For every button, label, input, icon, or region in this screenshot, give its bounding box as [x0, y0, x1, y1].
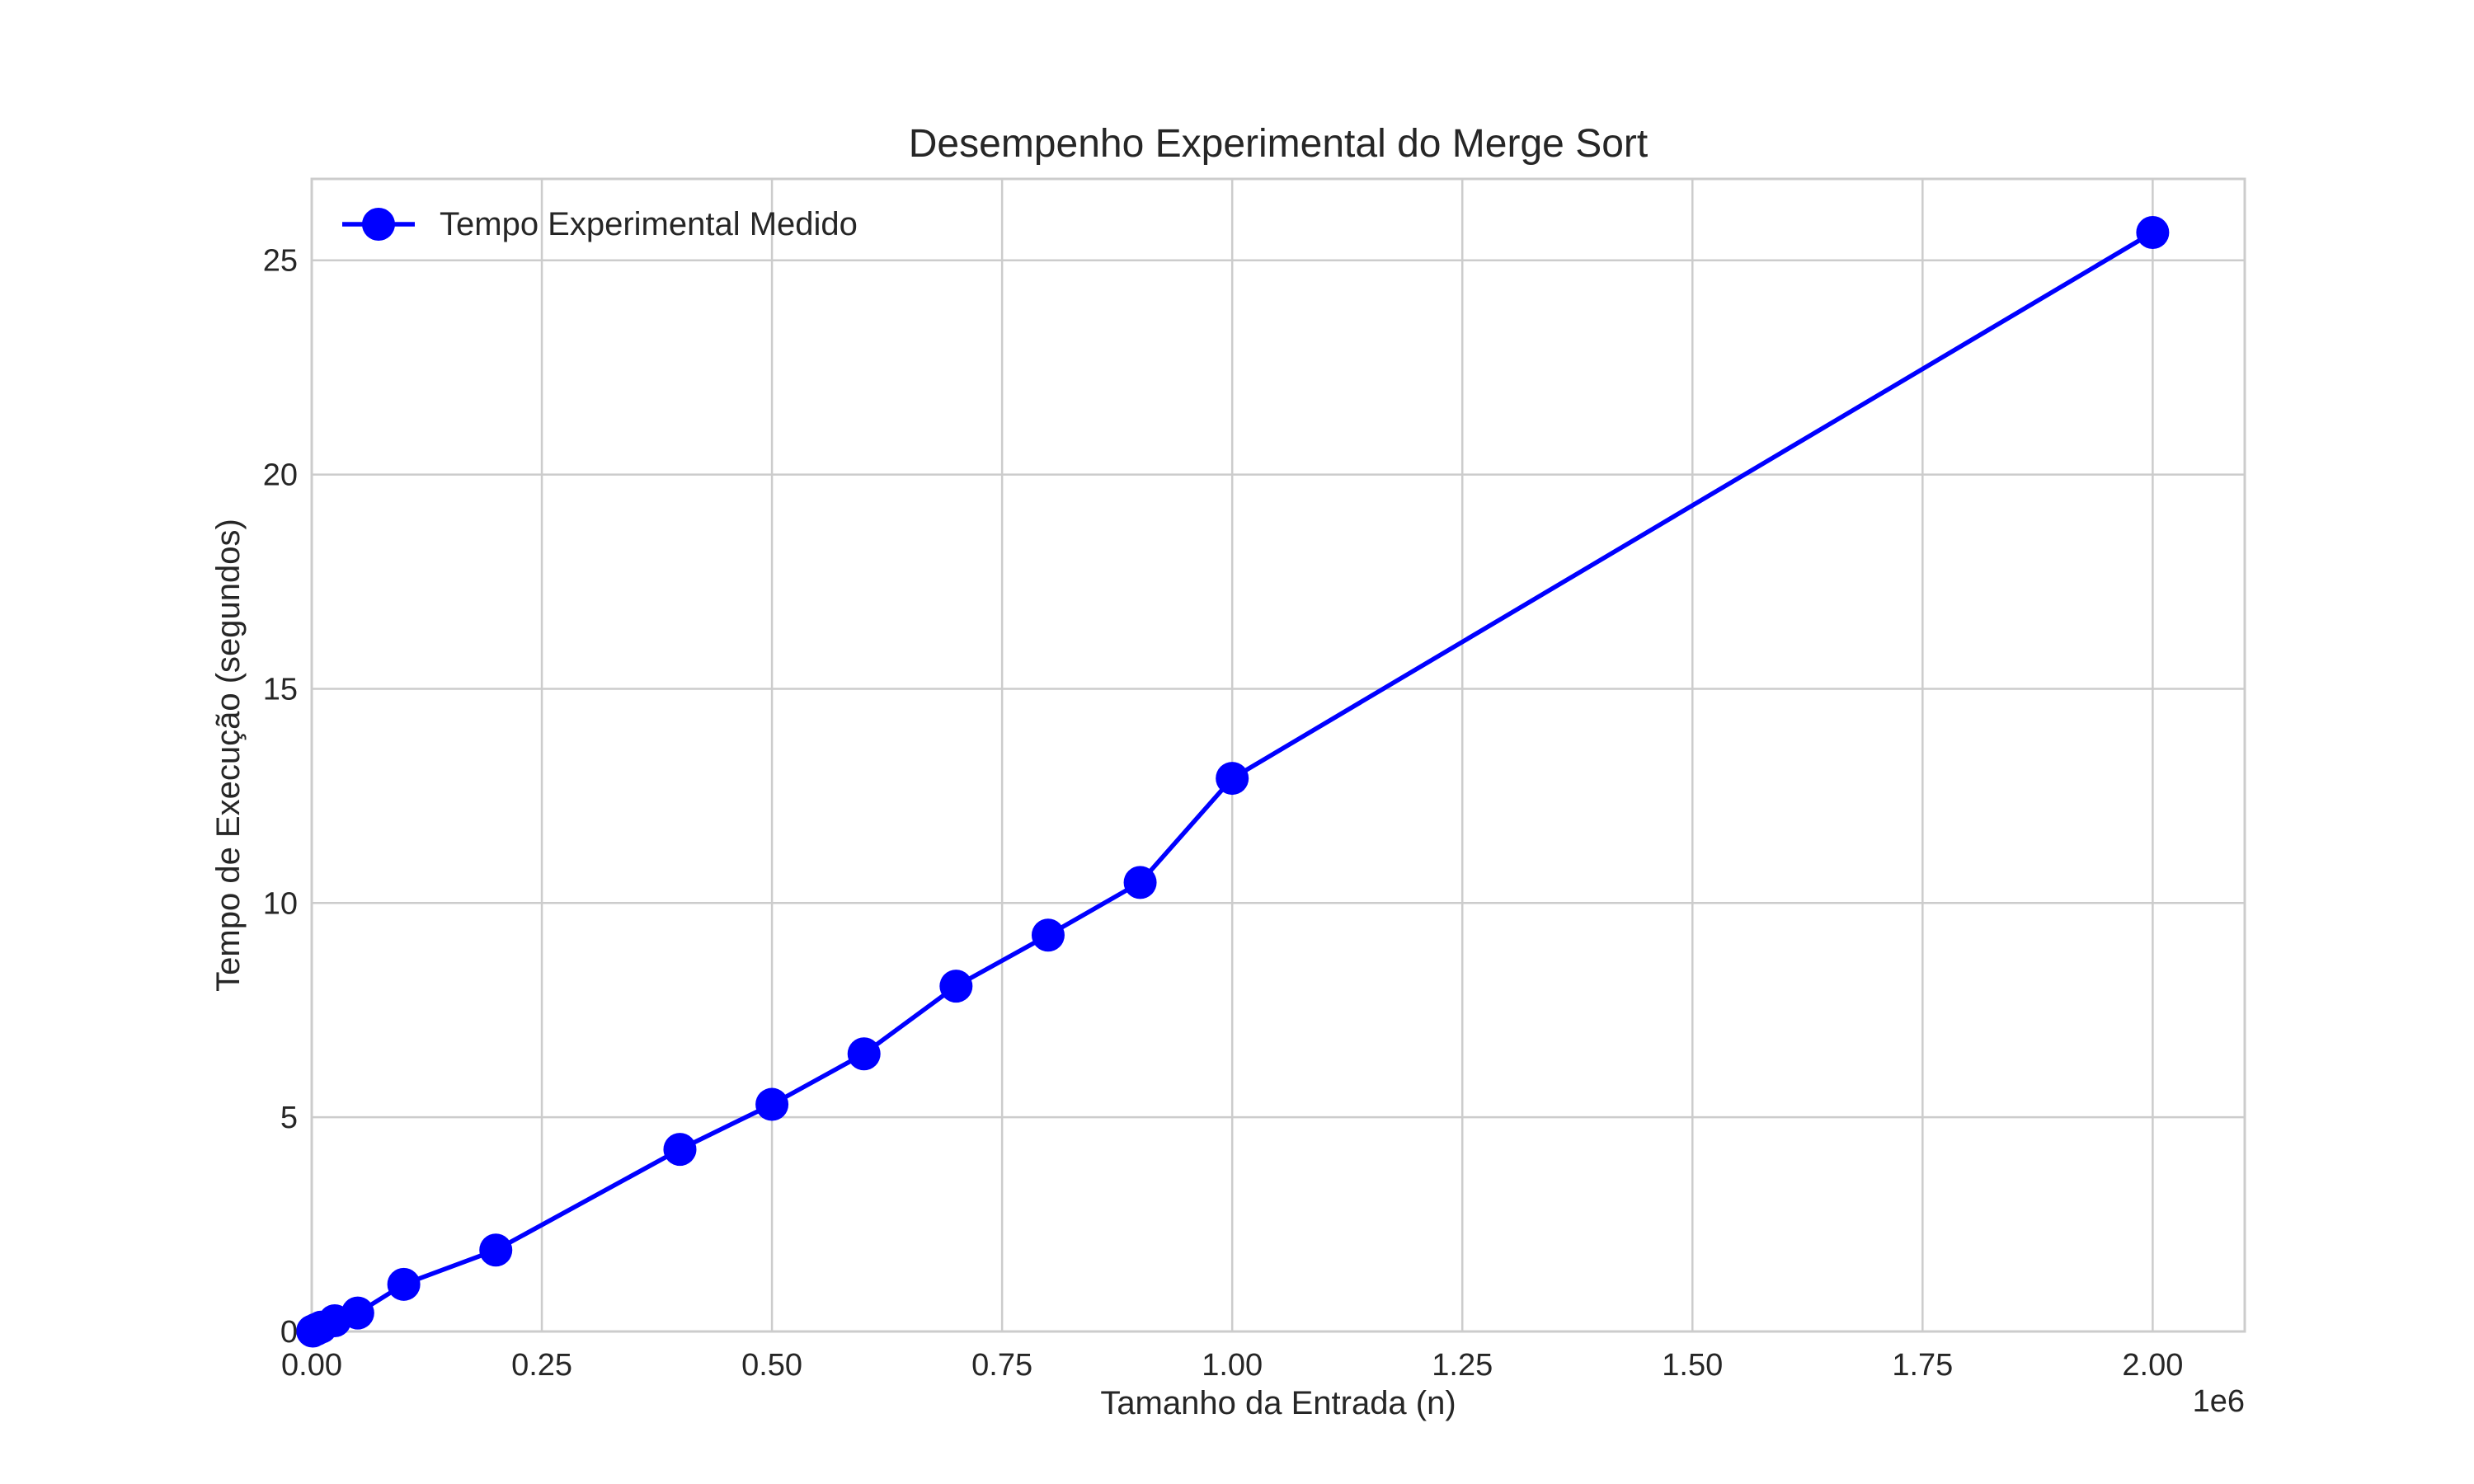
data-point[interactable]	[2136, 215, 2170, 249]
data-point[interactable]	[1031, 918, 1065, 952]
x-tick-label: 1.75	[1892, 1348, 1953, 1383]
y-axis-ticks: 0 5 10 15 20 25	[263, 244, 298, 1350]
y-tick-label: 20	[263, 458, 298, 493]
data-point[interactable]	[939, 970, 973, 1003]
chart-title: Desempenho Experimental do Merge Sort	[909, 122, 1648, 166]
data-point[interactable]	[1123, 866, 1157, 899]
x-axis-offset-label: 1e6	[2193, 1384, 2245, 1419]
y-tick-label: 5	[280, 1101, 298, 1135]
legend-label: Tempo Experimental Medido	[440, 206, 858, 242]
y-tick-label: 10	[263, 886, 298, 921]
plot-area-frame	[310, 177, 2246, 1333]
y-axis-label: Tempo de Execução (segundos)	[210, 519, 247, 992]
x-axis-ticks: 0.00 0.25 0.50 0.75 1.00 1.25 1.50 1.75 2.00	[281, 1348, 2183, 1383]
x-tick-label: 1.00	[1202, 1348, 1263, 1383]
legend-marker-icon	[362, 208, 395, 241]
data-point[interactable]	[1216, 762, 1249, 796]
x-tick-label: 0.25	[511, 1348, 572, 1383]
data-point[interactable]	[341, 1296, 374, 1330]
data-point[interactable]	[479, 1233, 513, 1267]
data-point[interactable]	[387, 1267, 421, 1301]
x-tick-label: 0.00	[281, 1348, 342, 1383]
y-tick-label: 15	[263, 672, 298, 707]
x-tick-label: 1.25	[1432, 1348, 1493, 1383]
data-point[interactable]	[755, 1087, 789, 1121]
series-layer	[296, 215, 2170, 1348]
x-tick-label: 0.75	[971, 1348, 1032, 1383]
x-tick-label: 1.50	[1662, 1348, 1723, 1383]
y-tick-label: 25	[263, 244, 298, 279]
data-point[interactable]	[663, 1133, 697, 1167]
x-tick-label: 0.50	[741, 1348, 802, 1383]
legend[interactable]: Tempo Experimental Medido	[342, 206, 858, 242]
y-tick-label: 0	[280, 1315, 298, 1350]
data-point[interactable]	[847, 1037, 881, 1071]
x-tick-label: 2.00	[2122, 1348, 2183, 1383]
x-axis-label: Tamanho da Entrada (n)	[1100, 1385, 1456, 1421]
